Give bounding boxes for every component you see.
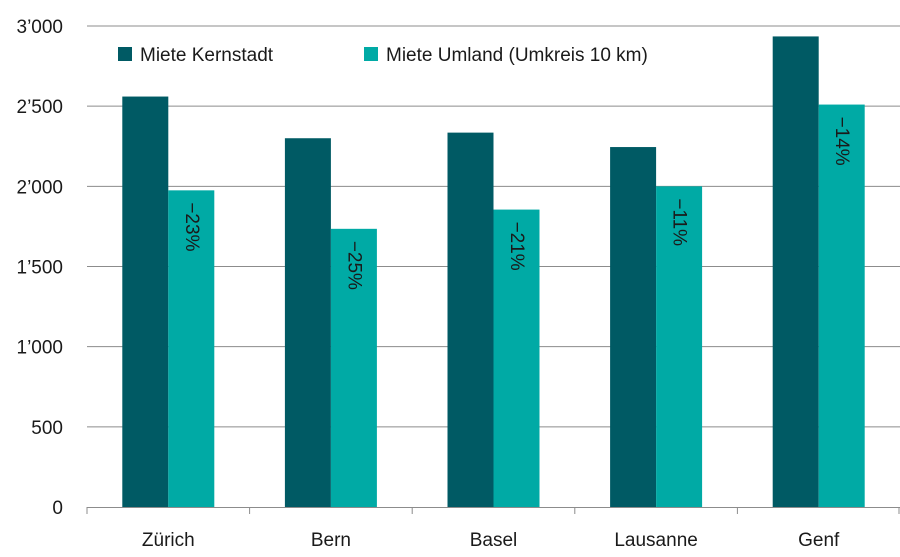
bar-data-label: −25% [343, 241, 364, 290]
bar-kernstadt [447, 132, 494, 507]
y-tick-label: 1’000 [17, 338, 64, 359]
legend-swatch-kernstadt [118, 47, 132, 61]
bar-umland [330, 228, 377, 508]
bar-data-label: −21% [506, 222, 527, 271]
bar-data-label: −14% [831, 117, 852, 166]
y-tick-label: 2’500 [17, 97, 64, 118]
legend: Miete Kernstadt Miete Umland (Umkreis 10… [118, 45, 648, 66]
x-tick-label: Zürich [142, 530, 195, 551]
bar-kernstadt [610, 147, 657, 507]
bar-kernstadt [772, 36, 819, 508]
x-tick-label: Basel [470, 530, 518, 551]
bars [122, 36, 865, 508]
bar-labels: −23% −25% −21% −11% −14% [181, 117, 852, 290]
legend-label-umland: Miete Umland (Umkreis 10 km) [386, 45, 648, 66]
bar-umland [818, 104, 865, 508]
x-tick-label: Lausanne [614, 530, 697, 551]
bar-umland [168, 190, 215, 507]
y-tick-label: 3’000 [17, 17, 64, 38]
bar-umland [656, 186, 703, 508]
y-tick-label: 500 [31, 418, 63, 439]
x-tick-label: Bern [311, 530, 351, 551]
y-tick-label: 1’500 [17, 258, 64, 279]
bar-umland [493, 209, 540, 507]
legend-swatch-umland [364, 47, 378, 61]
x-tick-label: Genf [798, 530, 840, 551]
y-tick-label: 0 [52, 498, 63, 519]
bar-kernstadt [122, 96, 169, 508]
bar-data-label: −23% [181, 202, 202, 251]
bar-kernstadt [284, 138, 331, 507]
x-axis: Zürich Bern Basel Lausanne Genf [86, 507, 900, 551]
y-tick-label: 2’000 [17, 177, 64, 198]
bar-data-label: −11% [669, 198, 690, 246]
legend-label-kernstadt: Miete Kernstadt [140, 45, 274, 66]
y-axis: 0 500 1’000 1’500 2’000 2’500 3’000 [17, 17, 64, 519]
